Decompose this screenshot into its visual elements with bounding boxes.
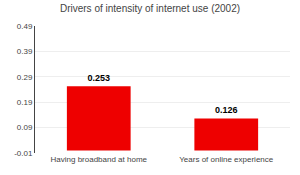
svg-text:0.19: 0.19 — [17, 98, 33, 107]
svg-text:0.253: 0.253 — [87, 73, 110, 83]
svg-text:0.09: 0.09 — [17, 123, 33, 132]
svg-text:Having broadband at home: Having broadband at home — [50, 155, 147, 164]
svg-text:Years of online experience: Years of online experience — [179, 155, 274, 164]
svg-text:Drivers of intensity of intern: Drivers of intensity of internet use (20… — [60, 3, 240, 14]
svg-text:0.126: 0.126 — [215, 105, 238, 115]
svg-text:0.29: 0.29 — [17, 73, 33, 82]
svg-text:0.49: 0.49 — [17, 22, 33, 31]
svg-text:-0.01: -0.01 — [14, 149, 33, 158]
svg-text:0.39: 0.39 — [17, 47, 33, 56]
